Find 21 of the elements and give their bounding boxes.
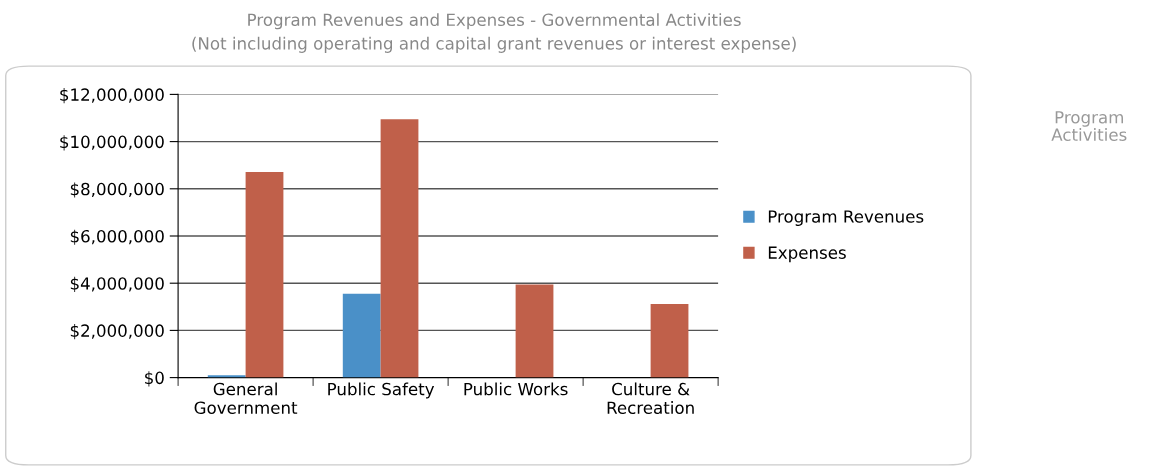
- y-tick-label: $2,000,000: [70, 324, 164, 340]
- y-tick-label: $10,000,000: [60, 135, 164, 151]
- text: Program Activities: [1051, 111, 1127, 141]
- legend-label: Program Revenues: [768, 210, 924, 226]
- x-tick-label: Public Safety: [328, 382, 435, 399]
- bar: [380, 119, 419, 378]
- bar: [515, 284, 554, 378]
- bar: [342, 293, 381, 378]
- y-tick-label: $8,000,000: [70, 182, 164, 198]
- y-tick-label: $4,000,000: [70, 276, 164, 292]
- x-tick-label: Culture & Recreation: [607, 382, 694, 415]
- bar: [650, 303, 689, 378]
- x-tick-label: Public Works: [464, 382, 568, 396]
- y-tick-label: $12,000,000: [60, 88, 164, 104]
- chart-subtitle: (Not including operating and capital grant revenues or interest expense): [192, 36, 796, 53]
- chart-title: Program Revenues and Expenses - Governmental Activities: [248, 13, 741, 30]
- bar: [245, 172, 284, 378]
- legend-label: Expenses: [768, 246, 846, 263]
- y-tick-label: $0: [145, 371, 164, 387]
- x-tick-label: General Government: [194, 382, 298, 415]
- y-tick-label: $6,000,000: [70, 229, 164, 245]
